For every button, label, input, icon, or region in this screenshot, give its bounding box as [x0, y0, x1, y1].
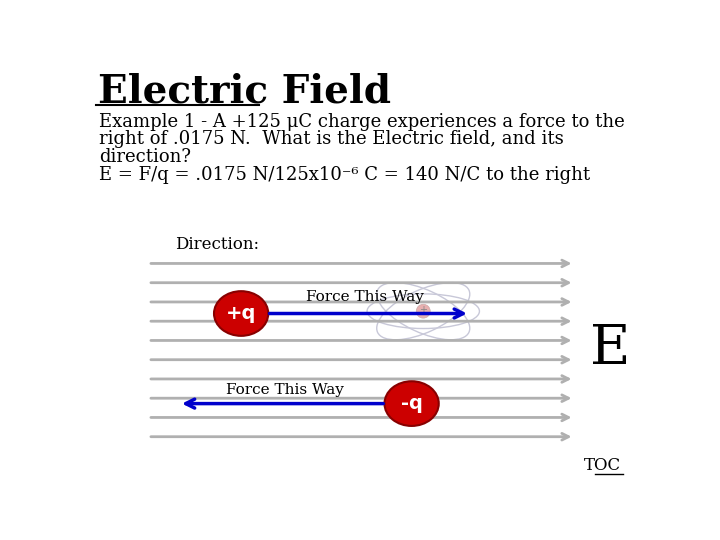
Text: Direction:: Direction:: [175, 236, 259, 253]
Text: E = F/q = .0175 N/125x10⁻⁶ C = 140 N/C to the right: E = F/q = .0175 N/125x10⁻⁶ C = 140 N/C t…: [99, 166, 590, 184]
Text: Force This Way: Force This Way: [306, 291, 424, 305]
Text: Electric Field: Electric Field: [98, 72, 391, 111]
Text: direction?: direction?: [99, 148, 192, 166]
Text: right of .0175 N.  What is the Electric field, and its: right of .0175 N. What is the Electric f…: [99, 130, 564, 148]
Text: TOC: TOC: [584, 457, 621, 475]
Text: +q: +q: [226, 304, 256, 323]
Ellipse shape: [384, 381, 438, 426]
Circle shape: [416, 304, 431, 318]
Text: Force This Way: Force This Way: [226, 383, 344, 397]
Text: -q: -q: [401, 394, 423, 413]
Ellipse shape: [214, 291, 269, 336]
Text: +: +: [419, 305, 427, 315]
Text: Example 1 - A +125 μC charge experiences a force to the: Example 1 - A +125 μC charge experiences…: [99, 112, 625, 131]
Text: E: E: [590, 322, 631, 377]
